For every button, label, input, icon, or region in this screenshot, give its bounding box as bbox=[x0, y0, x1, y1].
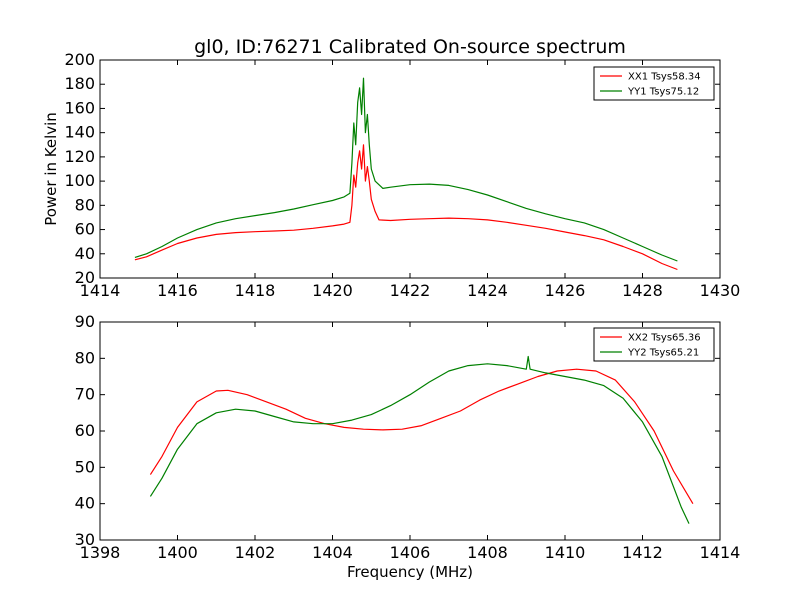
x-tick-label: 1410 bbox=[545, 543, 586, 562]
legend-box bbox=[593, 327, 715, 362]
x-tick-label: 1400 bbox=[157, 543, 198, 562]
x-tick-label: 1414 bbox=[700, 543, 741, 562]
bottom-panel: 1398 1400 1402 1404 1406 1408 1410 1412 1414 30 40… bbox=[75, 312, 741, 581]
x-tick-label: 1416 bbox=[157, 281, 198, 300]
y-tick-label: 30 bbox=[75, 530, 95, 549]
x-tick-label: 1424 bbox=[467, 281, 508, 300]
series-line-1 bbox=[149, 368, 694, 505]
legend-label: XX1 Tsys58.34 bbox=[628, 72, 701, 83]
x-axis-label: Frequency (MHz) bbox=[347, 563, 473, 581]
y-tick-label: 60 bbox=[75, 220, 95, 239]
y-tick-label: 40 bbox=[75, 244, 95, 263]
y-tick-label: 120 bbox=[64, 147, 95, 166]
y-tick-label: 100 bbox=[64, 171, 95, 190]
y-tick-label: 60 bbox=[75, 421, 95, 440]
x-tick-label: 1402 bbox=[235, 543, 276, 562]
y-tick-label: 50 bbox=[75, 457, 95, 476]
x-tick-label: 1418 bbox=[235, 281, 276, 300]
y-tick-label: 80 bbox=[75, 348, 95, 367]
y-tick-label: 160 bbox=[64, 98, 95, 117]
x-tick-label: 1404 bbox=[312, 543, 353, 562]
series-line-1 bbox=[134, 144, 678, 271]
y-tick-label: 40 bbox=[75, 494, 95, 513]
y-tick-label: 200 bbox=[64, 50, 95, 69]
x-tick-label: 1406 bbox=[390, 543, 431, 562]
x-tick-label: 1420 bbox=[312, 281, 353, 300]
legend-box bbox=[593, 66, 715, 101]
y-tick-label: 90 bbox=[75, 312, 95, 331]
x-tick-label: 1428 bbox=[622, 281, 663, 300]
x-tick-label: 1422 bbox=[390, 281, 431, 300]
series-line-2 bbox=[149, 355, 690, 524]
x-tick-label: 1412 bbox=[622, 543, 663, 562]
y-tick-label: 180 bbox=[64, 74, 95, 93]
y-tick-label: 80 bbox=[75, 195, 95, 214]
series-line-2 bbox=[134, 77, 678, 262]
top-panel: 1414 1416 1418 1420 1422 1424 1426 1428 1430 20 40… bbox=[42, 50, 740, 300]
x-tick-label: 1426 bbox=[545, 281, 586, 300]
x-tick-label: 1398 bbox=[80, 543, 121, 562]
y-tick-label: 70 bbox=[75, 385, 95, 404]
legend-label: YY1 Tsys75.12 bbox=[627, 87, 699, 98]
legend-label: XX2 Tsys65.36 bbox=[628, 333, 701, 344]
y-tick-label: 140 bbox=[64, 123, 95, 142]
chart-title: gl0, ID:76271 Calibrated On-source spect… bbox=[194, 36, 626, 58]
x-tick-label: 1414 bbox=[80, 281, 121, 300]
x-tick-label: 1430 bbox=[700, 281, 741, 300]
legend-label: YY2 Tsys65.21 bbox=[627, 348, 699, 359]
x-tick-label: 1408 bbox=[467, 543, 508, 562]
y-tick-label: 20 bbox=[75, 268, 95, 287]
y-axis-label: Power in Kelvin bbox=[42, 112, 60, 226]
